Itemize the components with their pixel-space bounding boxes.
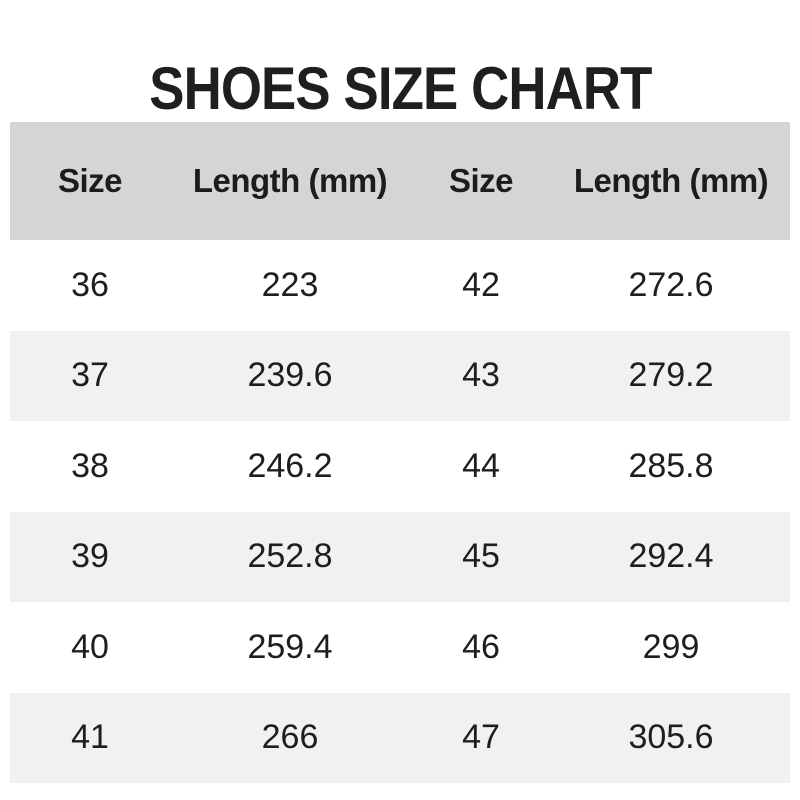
table-row: 41 266 47 305.6: [10, 692, 790, 783]
table-row: 38 246.2 44 285.8: [10, 421, 790, 512]
size-cell: 39: [71, 537, 109, 576]
header-length-left: Length (mm): [192, 162, 388, 199]
length-cell: 252.8: [247, 537, 333, 576]
length-cell: 259.4: [247, 627, 333, 666]
size-cell: 42: [462, 265, 500, 304]
size-table: Size Length (mm) Size Length (mm) 36 223…: [10, 122, 790, 783]
length-cell: 292.4: [628, 537, 714, 576]
size-cell: 47: [462, 718, 500, 757]
table-row: 36 223 42 272.6: [10, 240, 790, 331]
length-cell: 305.6: [628, 718, 714, 757]
header-size-right: Size: [448, 162, 514, 199]
length-cell: 266: [261, 718, 319, 757]
header-size-left: Size: [57, 162, 123, 199]
length-cell: 279.2: [628, 356, 714, 395]
size-cell: 41: [71, 718, 109, 757]
length-cell: 272.6: [628, 265, 714, 304]
size-cell: 46: [462, 627, 500, 666]
length-cell: 285.8: [628, 446, 714, 485]
table-row: 39 252.8 45 292.4: [10, 511, 790, 602]
size-cell: 44: [462, 446, 500, 485]
length-cell: 239.6: [247, 356, 333, 395]
size-cell: 37: [71, 356, 109, 395]
title-area: SHOES SIZE CHART: [0, 0, 800, 123]
size-cell: 45: [462, 537, 500, 576]
size-cell: 36: [71, 265, 109, 304]
length-cell: 246.2: [247, 446, 333, 485]
table-header-row: Size Length (mm) Size Length (mm): [10, 122, 790, 240]
header-length-right: Length (mm): [573, 162, 769, 199]
table-row: 40 259.4 46 299: [10, 602, 790, 693]
table-row: 37 239.6 43 279.2: [10, 330, 790, 421]
size-cell: 43: [462, 356, 500, 395]
length-cell: 299: [642, 627, 700, 666]
size-cell: 40: [71, 627, 109, 666]
length-cell: 223: [261, 265, 319, 304]
size-cell: 38: [71, 446, 109, 485]
page-title: SHOES SIZE CHART: [148, 55, 652, 122]
